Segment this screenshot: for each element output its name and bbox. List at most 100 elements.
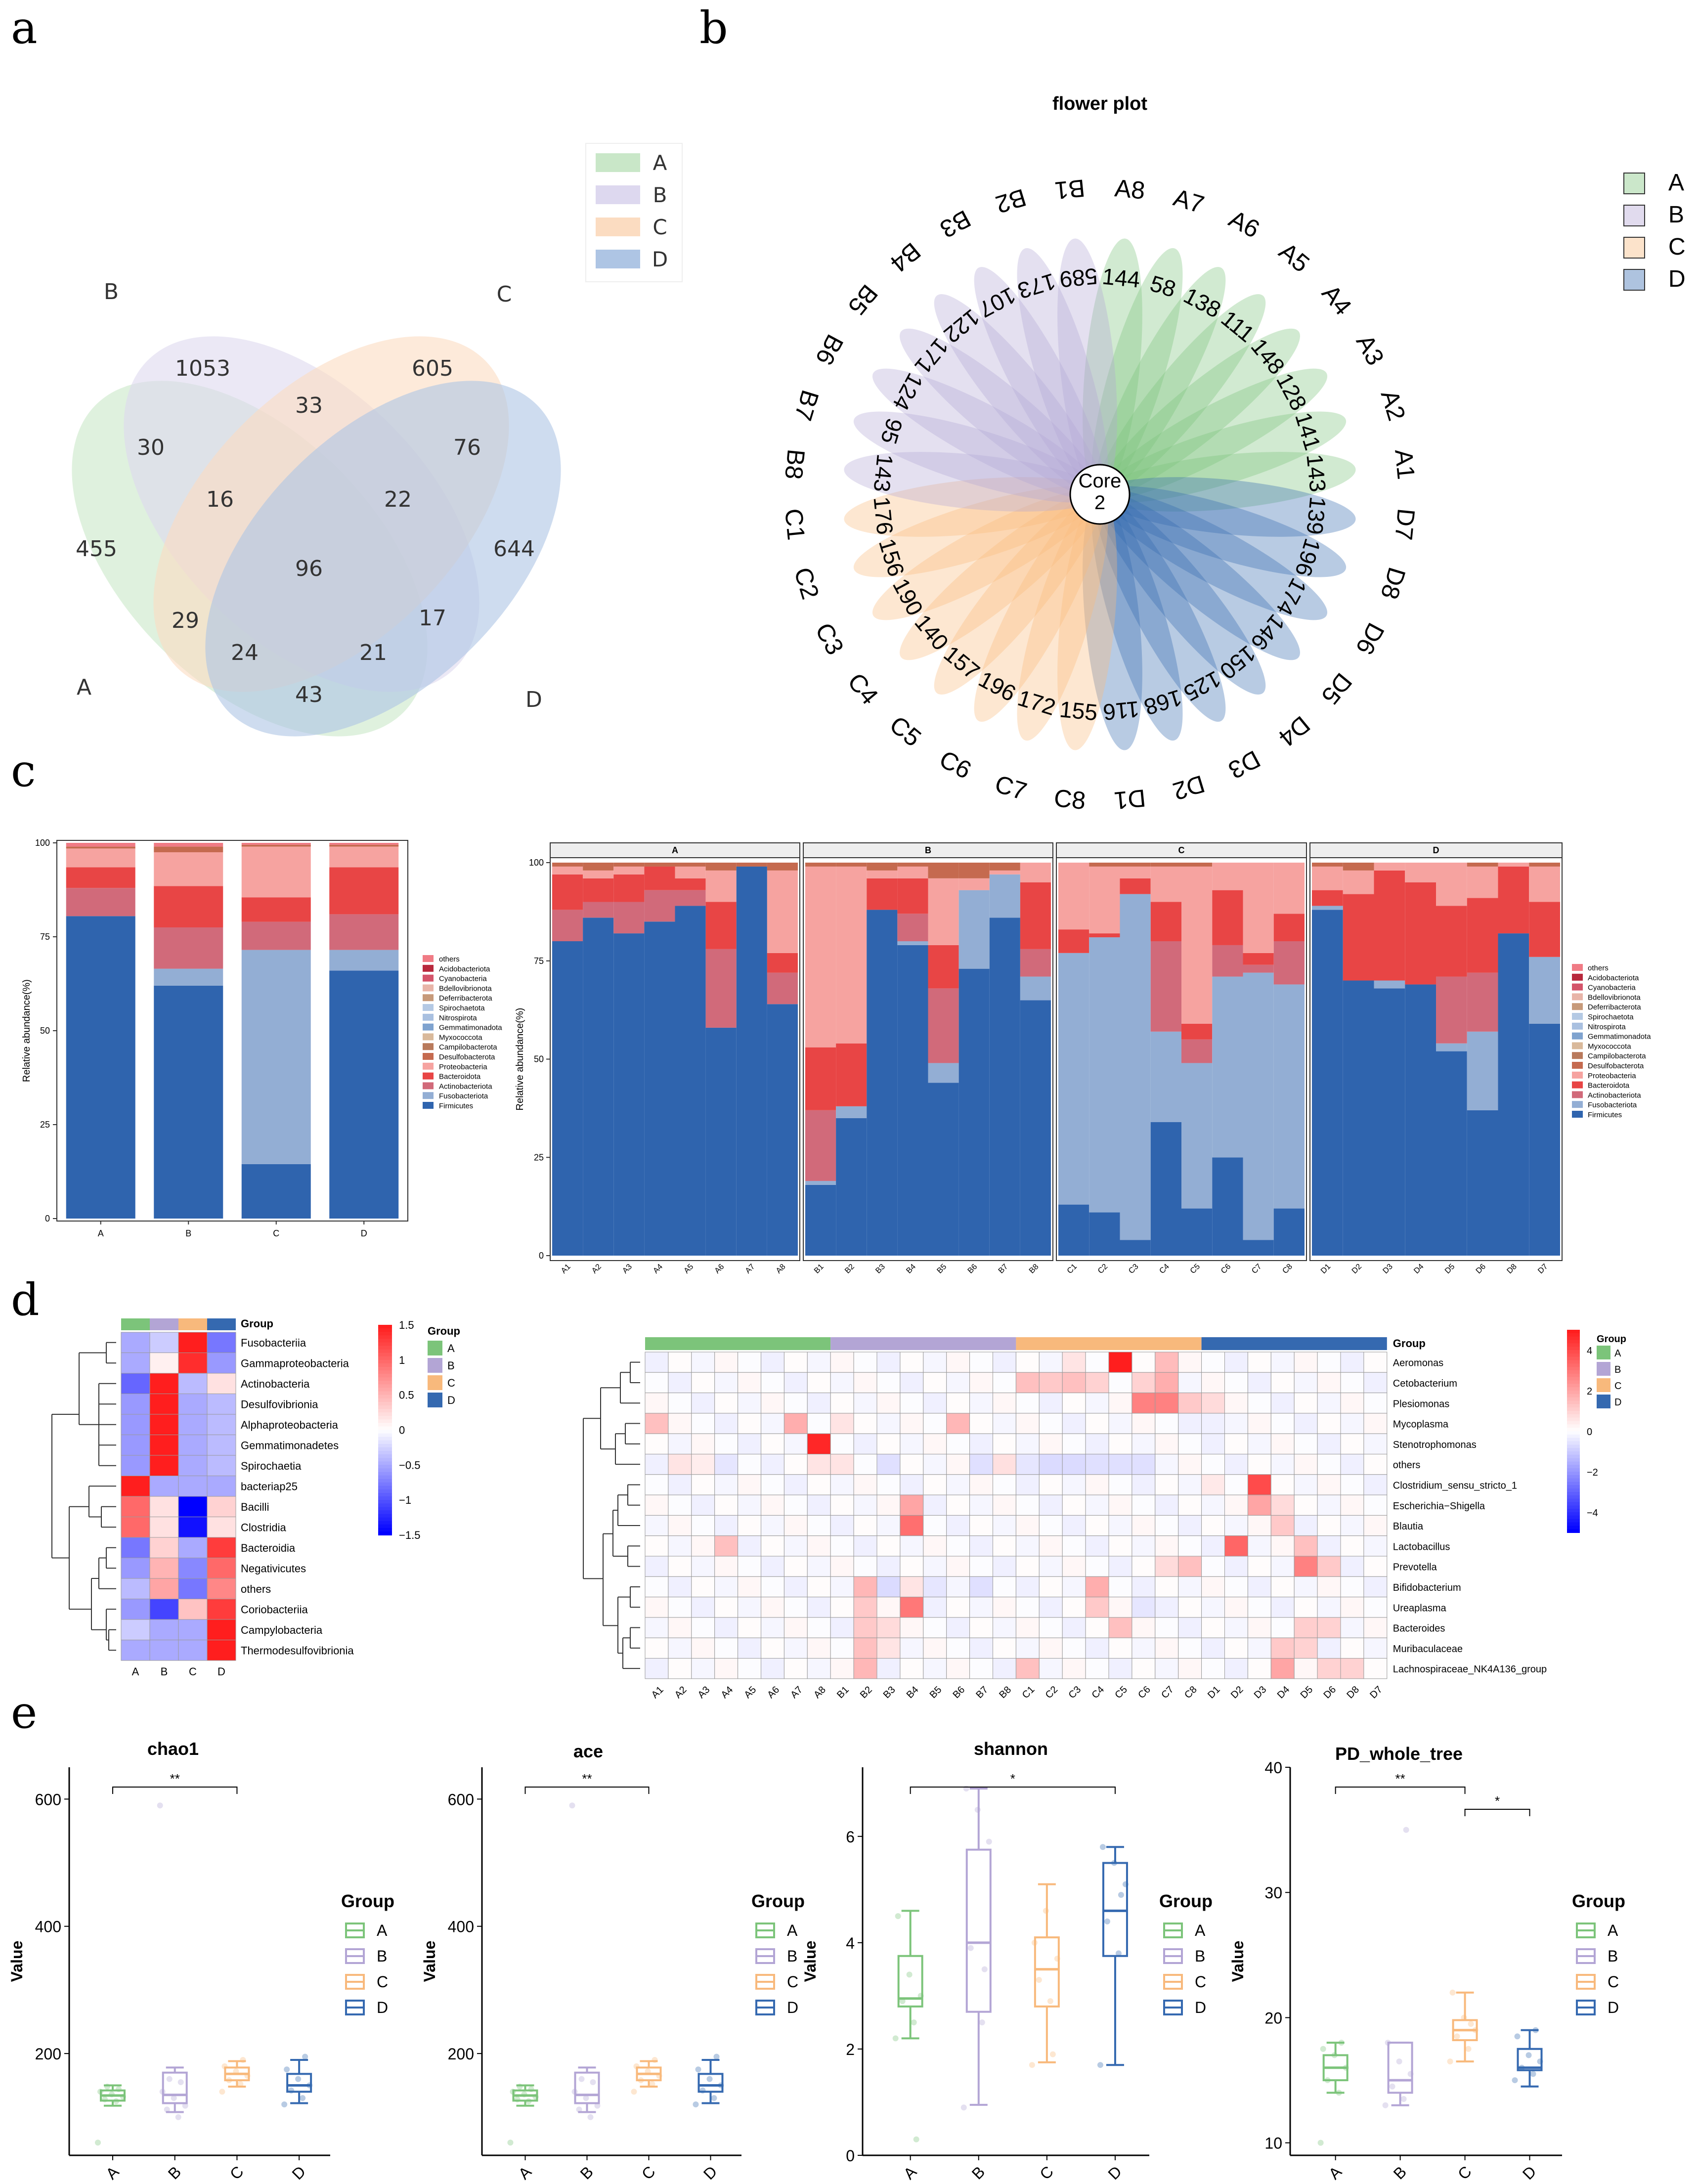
heatmap-cell-Stenotrophomonas-A6 xyxy=(761,1433,784,1454)
colorbar-step xyxy=(1567,1400,1580,1405)
legend-label-Fusobacteriota: Fusobacteriota xyxy=(1588,1101,1637,1109)
heatmap-cell-Lactobacillus-C7 xyxy=(1155,1535,1179,1557)
row-label-bacteriap25: bacteriap25 xyxy=(241,1480,298,1492)
group-legend-swatch-A xyxy=(428,1341,442,1355)
colorbar-step xyxy=(1567,1438,1580,1442)
x-tick-label-D4: D4 xyxy=(1412,1263,1426,1276)
bar-segment-B5-Proteobacteria xyxy=(928,878,959,945)
y-axis-title: Value xyxy=(8,1941,26,1982)
colorbar-step xyxy=(1567,1482,1580,1486)
heatmap-cell-Stenotrophomonas-A8 xyxy=(807,1433,831,1454)
x-tick-label-B1: B1 xyxy=(813,1263,826,1275)
x-tick-label-D2: D2 xyxy=(1350,1263,1364,1276)
bar-segment-A7-minor xyxy=(736,863,767,867)
box-B xyxy=(574,2071,600,2104)
data-point-D xyxy=(300,2095,306,2101)
row-dendrogram xyxy=(51,1342,116,1651)
legend-swatch-Firmicutes xyxy=(1572,1111,1583,1118)
facet-frame-C xyxy=(1056,857,1307,1261)
data-point-C xyxy=(638,2077,644,2084)
heatmap-cell-Clostridium_sensu_stricto_1-A5 xyxy=(738,1474,761,1495)
colorbar-step xyxy=(378,1524,392,1529)
heatmap-cell-Desulfovibrionia-D xyxy=(207,1394,236,1415)
heatmap-cell-Blautia-D2 xyxy=(1224,1515,1248,1536)
data-point-C xyxy=(1472,2027,1479,2033)
taxa-legend: others Acidobacteriota CyanobacteriaBdello… xyxy=(423,955,502,1110)
colorbar-step xyxy=(1567,1492,1580,1496)
heatmap-cell-Ureaplasma-D2 xyxy=(1224,1597,1248,1618)
heatmap-cell-Spirochaetia-B xyxy=(149,1455,179,1476)
flower-petal-C7 xyxy=(1017,494,1108,741)
flower-petal-C3 xyxy=(872,489,1101,620)
heatmap-cell-Escherichia−Shigella-D6 xyxy=(1317,1494,1341,1516)
heatmap-cell-Bifidobacterium-A7 xyxy=(783,1576,808,1598)
data-point-D xyxy=(1115,1950,1122,1957)
heatmap-cell-Bacteroides-B6 xyxy=(946,1617,970,1638)
heatmap-cell-Aeromonas-D4 xyxy=(1270,1352,1295,1373)
legend-label-D: D xyxy=(1195,1999,1206,2016)
heatmap-cell-Blautia-C4 xyxy=(1085,1515,1109,1536)
flower-plot: flower plot144A858A7138A6111A5148A4128A3… xyxy=(780,93,1686,815)
colorbar-step xyxy=(1567,1434,1580,1439)
colorbar-step xyxy=(378,1356,392,1360)
heatmap-cell-Ureaplasma-A2 xyxy=(668,1597,692,1618)
heatmap-cell-Muribaculaceae-B1 xyxy=(830,1637,854,1659)
heatmap-cell-Aeromonas-B5 xyxy=(923,1352,947,1373)
heatmap-cell-Mycoplasma-A5 xyxy=(738,1413,761,1434)
data-point-A xyxy=(532,2094,539,2100)
heatmap-cell-Aeromonas-C5 xyxy=(1108,1352,1132,1373)
heatmap-cell-Gemmatimonadetes-D xyxy=(207,1435,236,1456)
colorbar-step xyxy=(1567,1363,1580,1368)
bar-segment-B-Fusobacteriota xyxy=(154,968,223,986)
heatmap-genus: Group Aeromonas Cetobacterium Plesiomonas My… xyxy=(583,1330,1626,1701)
row-label-Stenotrophomonas: Stenotrophomonas xyxy=(1393,1440,1477,1450)
heatmap-cell-Cetobacterium-D2 xyxy=(1224,1372,1248,1394)
heatmap-cell-Bacteroides-C5 xyxy=(1108,1617,1132,1638)
heatmap-cell-Ureaplasma-B3 xyxy=(876,1597,901,1618)
colorbar-step xyxy=(1567,1391,1580,1395)
group-legend-label-B: B xyxy=(447,1359,455,1372)
heatmap-cell-Ureaplasma-A3 xyxy=(691,1597,715,1618)
heatmap-cell-Aeromonas-B2 xyxy=(853,1352,877,1373)
heatmap-cell-Fusobacteriia-B xyxy=(149,1332,179,1353)
legend-label-others: others xyxy=(439,955,460,963)
heatmap-cell-Muribaculaceae-B2 xyxy=(853,1637,877,1659)
facet-frame-D xyxy=(1309,857,1563,1261)
colorbar-step xyxy=(1567,1380,1580,1385)
heatmap-cell-Clostridium_sensu_stricto_1-D2 xyxy=(1224,1474,1248,1495)
colorbar-step xyxy=(1567,1451,1580,1455)
legend-swatch-Nitrospirota xyxy=(1572,1022,1583,1030)
heatmap-cell-Lachnospiraceae_NK4A136_group-D7 xyxy=(1363,1658,1388,1679)
bar-segment-A4-Bacteroidota xyxy=(644,866,675,890)
heatmap-cell-Muribaculaceae-C7 xyxy=(1155,1637,1179,1659)
heatmap-cell-Plesiomonas-B7 xyxy=(969,1393,993,1414)
bar-segment-D5-Proteobacteria xyxy=(1436,863,1467,906)
flower-sample-label-D7: D7 xyxy=(1390,507,1420,541)
heatmap-cell-Prevotella-B7 xyxy=(969,1556,993,1577)
heatmap-cell-Negativicutes-C xyxy=(178,1558,208,1579)
bar-segment-C5-Bacteroidota xyxy=(1181,1023,1213,1040)
bar-segment-B-others xyxy=(154,843,223,847)
legend-swatch-Myxococcota xyxy=(423,1033,434,1041)
heatmap-cell-Cetobacterium-B4 xyxy=(900,1372,924,1394)
heatmap-cell-Lachnospiraceae_NK4A136_group-C3 xyxy=(1062,1658,1086,1679)
bar-segment-A-Desulfobacterota xyxy=(66,846,135,849)
group-legend-label-A: A xyxy=(1614,1348,1621,1359)
venn-set-label-B: B xyxy=(104,279,119,305)
data-point-D xyxy=(1532,2027,1539,2033)
bar-segment-B2-Firmicutes xyxy=(836,1118,867,1256)
heatmap-cell-Clostridium_sensu_stricto_1-B5 xyxy=(923,1474,947,1495)
col-label-C2: C2 xyxy=(1044,1684,1060,1701)
x-tick-label-C3: C3 xyxy=(1127,1263,1140,1276)
flower-petal-A2 xyxy=(1099,411,1347,503)
colorbar-step xyxy=(1567,1370,1580,1374)
data-point-C xyxy=(221,2063,228,2069)
flower-petal-A8 xyxy=(1083,238,1142,495)
colorbar-step xyxy=(378,1507,392,1511)
bar-segment-B8-Actinobacteriota xyxy=(1020,949,1051,977)
heatmap-cell-Bacteroides-C7 xyxy=(1155,1617,1179,1638)
heatmap-cell-Bifidobacterium-B5 xyxy=(923,1576,947,1598)
bar-segment-D8-Firmicutes xyxy=(1498,933,1529,1256)
heatmap-cell-Plesiomonas-B3 xyxy=(876,1393,901,1414)
heatmap-cell-Clostridium_sensu_stricto_1-A7 xyxy=(783,1474,808,1495)
